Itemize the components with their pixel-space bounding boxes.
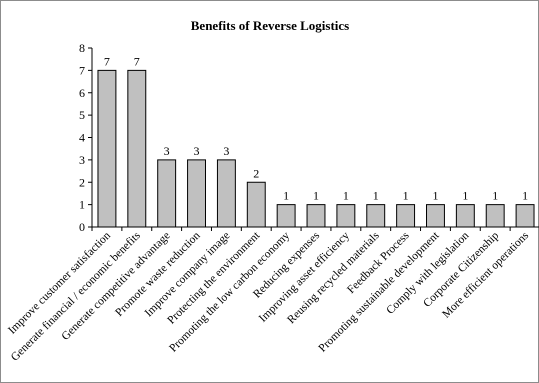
bar	[336, 204, 356, 228]
bar	[396, 204, 416, 228]
data-labels: 7 7 3 3 3 2 1 1 1 1 1 1 1 1 1	[104, 54, 528, 202]
data-label: 1	[403, 189, 409, 203]
bar	[157, 159, 177, 228]
bar	[485, 204, 505, 228]
data-label: 1	[313, 189, 319, 203]
y-tick-label: 6	[79, 86, 85, 100]
data-label: 3	[194, 144, 200, 158]
data-label: 3	[164, 144, 170, 158]
bars	[97, 69, 535, 228]
bar	[515, 204, 535, 228]
bar	[276, 204, 296, 228]
y-tick-label: 8	[79, 41, 85, 55]
data-label: 1	[432, 189, 438, 203]
category-label: Generate financial / economic benefits	[9, 229, 143, 363]
data-label: 2	[253, 166, 259, 180]
y-tick-label: 5	[79, 108, 85, 122]
data-label: 1	[283, 189, 289, 203]
data-label: 1	[373, 189, 379, 203]
bar	[366, 204, 386, 228]
data-label: 3	[223, 144, 229, 158]
y-tick-label: 3	[79, 153, 85, 167]
bar	[127, 69, 147, 228]
bar	[306, 204, 326, 228]
bar	[455, 204, 475, 228]
data-label: 1	[462, 189, 468, 203]
data-label: 1	[522, 189, 528, 203]
bar	[426, 204, 445, 228]
data-label: 1	[492, 189, 498, 203]
bar	[246, 181, 266, 228]
y-tick-label: 2	[79, 175, 85, 189]
data-label: 7	[104, 54, 110, 68]
y-tick-label: 4	[79, 131, 85, 145]
bar	[97, 69, 117, 228]
chart-title: Benefits of Reverse Logistics	[191, 18, 350, 33]
y-tick-label: 0	[79, 220, 85, 234]
data-label: 7	[134, 54, 140, 68]
bar	[187, 159, 206, 228]
bar	[216, 159, 236, 228]
y-tick-label: 7	[79, 63, 85, 77]
data-label: 1	[343, 189, 349, 203]
y-tick-label: 1	[79, 198, 85, 212]
